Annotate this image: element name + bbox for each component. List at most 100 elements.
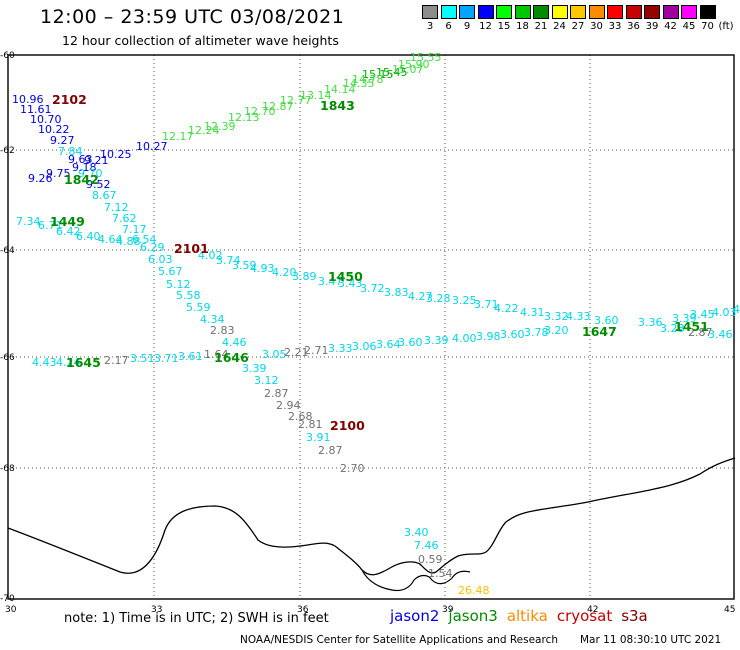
map-frame: [7, 54, 735, 600]
wave-height-value: 1.64: [204, 348, 229, 361]
wave-height-value: 6.40: [76, 230, 101, 243]
wave-height-value: 3.47: [318, 275, 343, 288]
wave-height-value: 3.46: [708, 328, 733, 341]
wave-height-value: 4.64: [98, 233, 123, 246]
wave-height-value: 3.28: [426, 292, 451, 305]
legend-swatch: [422, 5, 438, 19]
wave-height-value: 15.07: [392, 63, 424, 76]
map-subtitle: 12 hour collection of altimeter wave hei…: [62, 33, 339, 48]
longitude-label: 39: [442, 605, 454, 615]
wave-height-value: 12.17: [162, 130, 194, 143]
wave-height-value: 7.62: [112, 212, 137, 225]
wave-height-value: 3.45: [690, 308, 715, 321]
wave-height-value: 2.21: [284, 346, 309, 359]
wave-height-value: 3.40: [404, 526, 429, 539]
wave-height-value: 6.71: [38, 219, 63, 232]
legend-label: 36: [627, 21, 640, 32]
legend-swatch: [625, 5, 642, 19]
legend-label: 33: [608, 21, 622, 32]
wave-height-value: 4.31: [520, 306, 545, 319]
wave-height-value: 9.18: [72, 161, 97, 174]
wave-height-value: 3.60: [500, 328, 525, 341]
wave-height-value: 6.42: [56, 225, 81, 238]
wave-height-value: 7.12: [104, 201, 129, 214]
wave-height-value: 1.54: [428, 567, 453, 580]
wave-height-value: 4.27: [408, 290, 433, 303]
wave-height-value: 15.55: [410, 51, 442, 64]
wave-height-value: 3.05: [262, 348, 287, 361]
wave-height-value: 5.67: [158, 265, 183, 278]
legend-label: 42: [664, 21, 677, 32]
credit-line: NOAA/NESDIS Center for Satellite Applica…: [240, 634, 558, 646]
wave-height-value: 7.84: [58, 145, 83, 158]
wave-height-value: 12.39: [204, 120, 236, 133]
wave-height-value: 10.70: [30, 113, 62, 126]
wave-height-value: 3.06: [352, 340, 377, 353]
wave-height-value: 4.43: [32, 356, 57, 369]
wave-height-value: 7.34: [16, 215, 41, 228]
longitude-label: 45: [724, 605, 735, 615]
wave-height-value: 13.14: [300, 89, 332, 102]
wave-height-value: 9.75: [46, 167, 71, 180]
wave-height-value: 12.87: [262, 100, 294, 113]
legend-label: 3: [426, 21, 434, 32]
wave-height-value: 4.34: [200, 313, 225, 326]
wave-height-value: 3.60: [594, 314, 619, 327]
generated-timestamp: Mar 11 08:30:10 UTC 2021: [580, 634, 722, 646]
legend-swatch: [477, 5, 494, 19]
satellite-name: altika: [506, 607, 548, 625]
latitude-label: -68: [0, 464, 15, 474]
satellite-name: jason2: [390, 607, 440, 625]
legend-label: 15: [497, 21, 511, 32]
legend-swatch: [551, 5, 568, 19]
legend-label: 27: [571, 21, 585, 32]
wave-height-value: 3.20: [544, 324, 569, 337]
antarctic-coastline: [7, 457, 736, 576]
pass-time-label: 1450: [328, 269, 363, 284]
satellite-legend: jason2 jason3 altika cryosat s3a: [390, 607, 657, 625]
wave-height-value: 25.78: [0, 0, 32, 3]
wave-height-value: 3.12: [254, 374, 279, 387]
wave-height-value: 3.32: [544, 310, 569, 323]
pass-time-label: 1646: [214, 350, 249, 365]
legend-label: 9: [463, 21, 471, 32]
wave-height-value: 2.71: [304, 344, 329, 357]
legend-swatch: [514, 5, 531, 19]
latitude-label: -60: [0, 51, 15, 61]
wave-height-value: 3.28: [660, 322, 685, 335]
legend-unit: (ft): [718, 21, 734, 32]
wave-height-value: 14.14: [324, 83, 356, 96]
longitude-label: 42: [587, 605, 598, 615]
legend-swatch: [662, 5, 679, 19]
wave-height-value: 26.48: [458, 584, 490, 597]
wave-height-value: 10.22: [38, 123, 70, 136]
wave-height-value: 3.83: [384, 286, 409, 299]
legend-label: 18: [516, 21, 529, 32]
wave-height-value: 11.61: [20, 103, 52, 116]
wave-height-value: 6.54: [132, 233, 157, 246]
wave-height-value: 9.63: [68, 153, 93, 166]
legend-label: 21: [534, 21, 548, 32]
longitude-label: 36: [297, 605, 309, 615]
latitude-label: -62: [0, 146, 15, 156]
wave-height-value: 4.02: [198, 249, 223, 262]
legend-swatch: [459, 5, 475, 19]
wave-height-value: 12.24: [188, 124, 220, 137]
wave-height-value: 5.59: [186, 301, 211, 314]
legend-swatch: [699, 5, 716, 19]
graticule-grid: [8, 55, 734, 598]
pass-time-label: 1842: [64, 172, 99, 187]
wave-height-value: 3.61: [178, 350, 203, 363]
wave-height-value: 3.36: [638, 316, 663, 329]
wave-height-value: 3.91: [306, 431, 331, 444]
wave-height-value: 2.87: [264, 387, 289, 400]
wave-height-value: 4.03: [712, 306, 737, 319]
ice-shelf-inlet: [361, 569, 471, 592]
wave-height-value: 4.20: [272, 266, 297, 279]
wave-height-value: 3.33: [328, 342, 353, 355]
wave-height-value: 3.39: [242, 362, 267, 375]
legend-label: 12: [479, 21, 492, 32]
wave-height-value: 10.25: [100, 148, 132, 161]
pass-time-label: 1645: [66, 355, 101, 370]
wave-height-value: 6.03: [148, 253, 173, 266]
